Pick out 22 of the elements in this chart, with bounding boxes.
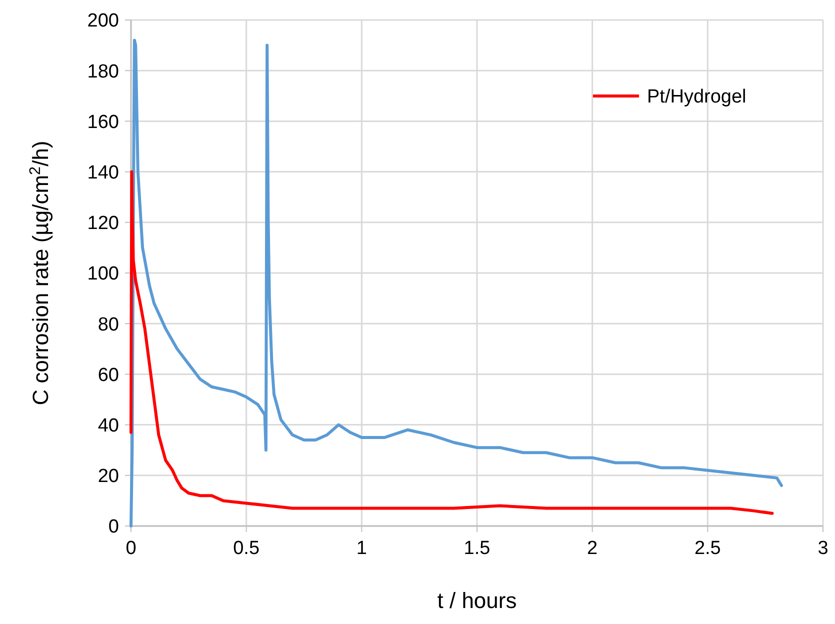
x-tick-label: 3 [818,538,828,559]
y-tick-label: 100 [87,264,119,285]
y-tick-label: 40 [98,415,119,436]
line-series [130,38,783,528]
x-tick-label: 0 [126,538,136,559]
y-tick-label: 20 [98,466,119,488]
x-tick-label: 2.5 [694,538,721,559]
line-series [130,170,774,515]
y-tick-label: 180 [87,61,119,82]
y-tick-label: 160 [87,112,119,133]
y-tick-label: 80 [98,314,119,336]
x-tick-label: 1 [356,538,367,559]
x-tick-label: 1.5 [464,538,490,559]
y-tick-label: 200 [87,10,119,32]
x-tick-label: 0.5 [233,538,260,559]
x-tick-label: 2 [587,538,598,559]
x-axis-title: t / hours [437,588,517,613]
y-tick-label: 60 [98,364,119,386]
y-tick-label: 0 [108,516,119,538]
y-tick-label: 120 [87,213,119,234]
legend-label: Pt/Hydrogel [647,86,746,108]
y-tick-label: 140 [87,162,119,184]
